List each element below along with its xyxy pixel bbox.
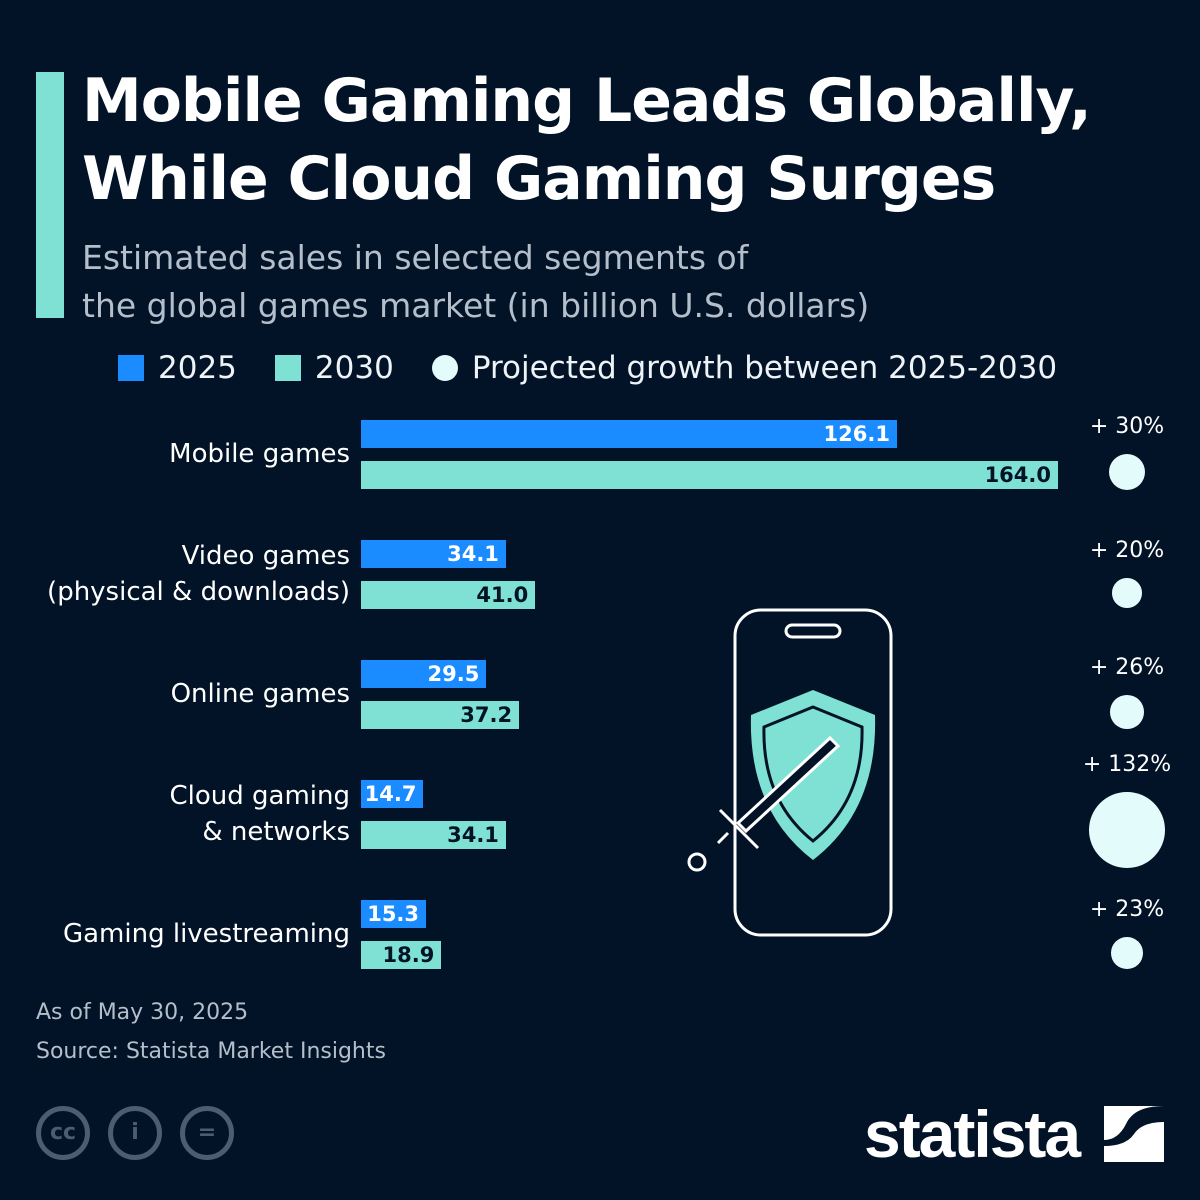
category-label: Gaming livestreaming: [63, 916, 350, 952]
date-note: As of May 30, 2025: [36, 1000, 249, 1025]
legend-2025: 2025: [118, 350, 237, 386]
title-line: While Cloud Gaming Surges: [82, 144, 996, 214]
legend-label: 2030: [314, 350, 394, 386]
chart-title: Mobile Gaming Leads Globally, While Cloud…: [82, 62, 1092, 218]
data-label: 15.3: [367, 902, 420, 926]
statista-logo[interactable]: statista: [864, 1096, 1081, 1172]
data-label: 18.9: [382, 943, 435, 967]
growth-label: + 30%: [1089, 413, 1165, 439]
legend: 2025 2030 Projected growth between 2025-…: [118, 350, 1095, 386]
legend-dot-growth: [431, 355, 458, 381]
data-label: 34.1: [447, 542, 499, 566]
data-label: 14.7: [364, 782, 417, 806]
no-derivatives-icon[interactable]: =: [180, 1106, 234, 1160]
logo-text: statista: [864, 1097, 1081, 1171]
category-label: Mobile games: [169, 436, 350, 472]
data-label: 126.1: [823, 422, 890, 446]
bar-2025: [361, 900, 427, 928]
legend-2030: 2030: [274, 350, 394, 386]
category-line: & networks: [202, 817, 350, 847]
attribution-icon[interactable]: i: [108, 1106, 162, 1160]
legend-label: 2025: [158, 350, 237, 386]
growth-label: + 20%: [1089, 538, 1165, 564]
growth-bubble: [1089, 792, 1165, 868]
growth-label: + 132%: [1082, 752, 1172, 778]
subtitle-line: the global games market (in billion U.S.…: [82, 286, 870, 325]
statista-logo-icon: [1104, 1106, 1164, 1162]
category-line: (physical & downloads): [47, 577, 350, 607]
bar-2030: [361, 941, 442, 969]
data-label: 29.5: [427, 662, 480, 686]
category-line: Mobile games: [169, 439, 350, 469]
category-label: Online games: [171, 676, 350, 712]
bar-2030: [361, 461, 1058, 489]
growth-bubble: [1111, 937, 1143, 969]
bar-2030: [361, 821, 506, 849]
bar-2025: [361, 420, 897, 448]
cc-icon[interactable]: cc: [36, 1106, 90, 1160]
category-line: Cloud gaming: [169, 781, 350, 811]
bar-2025: [361, 660, 487, 688]
phone-shield-sword-icon: [687, 608, 893, 937]
growth-bubble: [1108, 453, 1146, 491]
subtitle-line: Estimated sales in selected segments of: [82, 238, 749, 277]
data-label: 34.1: [447, 823, 499, 847]
legend-swatch-2025: [118, 355, 144, 381]
category-label: Video games (physical & downloads): [47, 538, 350, 610]
source-link[interactable]: Source: Statista Market Insights: [36, 1039, 386, 1064]
data-label: 37.2: [460, 703, 513, 727]
data-label: 164.0: [984, 463, 1051, 487]
legend-growth: Projected growth between 2025-2030: [431, 350, 1058, 386]
bar-2025: [361, 780, 424, 808]
bar-2030: [361, 581, 536, 609]
legend-label: Projected growth between 2025-2030: [471, 350, 1058, 386]
growth-bubble: [1112, 578, 1142, 608]
category-line: Video games: [181, 541, 350, 571]
accent-bar: [36, 72, 64, 318]
title-line: Mobile Gaming Leads Globally,: [82, 66, 1092, 136]
growth-label: + 23%: [1089, 897, 1165, 923]
category-label: Cloud gaming & networks: [169, 778, 350, 850]
category-line: Online games: [170, 679, 350, 709]
chart-subtitle: Estimated sales in selected segments of t…: [82, 234, 869, 330]
bar-2025: [361, 540, 506, 568]
category-line: Gaming livestreaming: [62, 919, 350, 949]
growth-label: + 26%: [1089, 655, 1165, 681]
growth-bubble: [1110, 695, 1144, 729]
bar-2030: [361, 701, 520, 729]
legend-swatch-2030: [274, 355, 301, 381]
data-label: 41.0: [476, 583, 529, 607]
